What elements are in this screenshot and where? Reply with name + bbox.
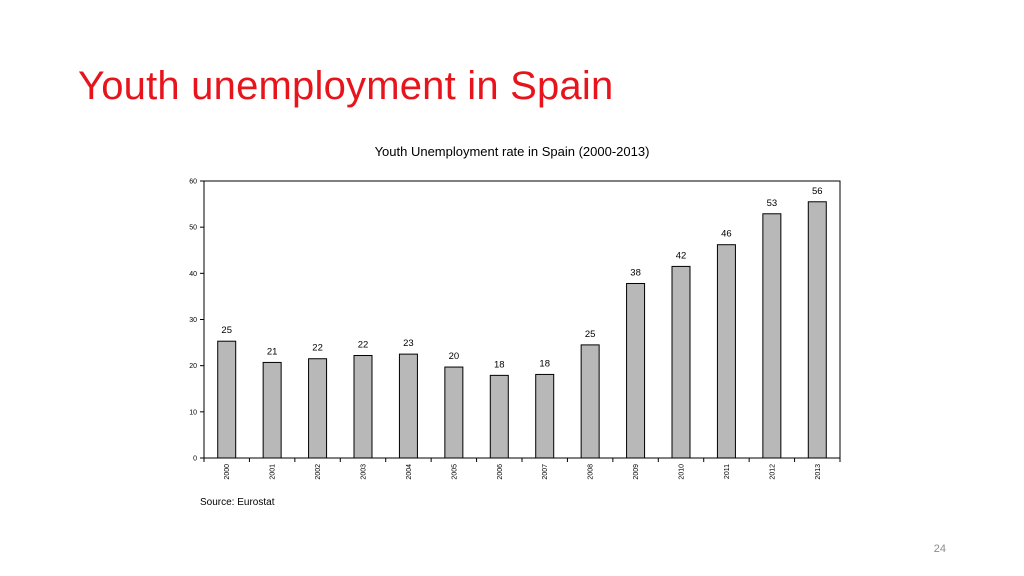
x-tick-label-2008: 2008 [588, 464, 595, 480]
y-tick-label: 30 [189, 317, 197, 324]
bar-2005 [444, 366, 464, 459]
bar-2010 [671, 265, 691, 459]
data-label-2011: 46 [721, 229, 732, 240]
y-tick-label: 40 [189, 271, 197, 278]
x-tick-label-2003: 2003 [361, 464, 368, 480]
data-label-2004: 23 [403, 338, 414, 349]
bar-2007 [535, 373, 555, 459]
data-label-2012: 53 [767, 198, 778, 209]
y-tick-label: 10 [189, 409, 197, 416]
chart-title: Youth Unemployment rate in Spain (2000-2… [374, 144, 650, 159]
x-tick-label-2012: 2012 [769, 464, 776, 480]
bar-2004 [398, 353, 418, 459]
data-label-2006: 18 [494, 359, 505, 370]
page-number: 24 [933, 543, 946, 555]
x-tick-label-2013: 2013 [815, 464, 822, 480]
data-label-2010: 42 [676, 250, 687, 261]
plot-area-frame [203, 180, 841, 459]
x-tick-label-2011: 2011 [724, 464, 731, 479]
x-tick-label-2006: 2006 [497, 464, 504, 480]
y-tick-label: 0 [193, 456, 197, 463]
x-tick-label-2001: 2001 [270, 464, 277, 480]
data-label-2009: 38 [630, 267, 641, 278]
data-label-2005: 20 [449, 351, 460, 362]
chart-source: Source: Eurostat [200, 497, 275, 508]
x-tick-label-2005: 2005 [451, 464, 458, 480]
bar-2011 [716, 244, 736, 459]
bar-2013 [807, 201, 827, 459]
data-label-2000: 25 [221, 325, 232, 336]
bar-2000 [217, 340, 237, 459]
data-label-2013: 56 [812, 186, 823, 197]
x-tick-label-2010: 2010 [679, 464, 686, 480]
bar-2001 [262, 361, 282, 459]
data-label-2007: 18 [539, 358, 550, 369]
x-tick-label-2002: 2002 [315, 464, 322, 480]
y-tick-label: 60 [189, 179, 197, 186]
data-label-2003: 22 [358, 340, 369, 351]
bar-2003 [353, 355, 373, 459]
bar-2009 [626, 282, 646, 459]
x-tick-label-2000: 2000 [224, 464, 231, 480]
y-tick-label: 20 [189, 363, 197, 370]
y-tick-label: 50 [189, 225, 197, 232]
x-tick-label-2009: 2009 [633, 464, 640, 480]
bar-2002 [308, 358, 328, 459]
x-tick-label-2007: 2007 [542, 464, 549, 480]
data-label-2001: 21 [267, 346, 278, 357]
bar-2008 [580, 344, 600, 459]
data-label-2002: 22 [312, 343, 323, 354]
slide-title: Youth unemployment in Spain [78, 64, 614, 108]
x-tick-label-2004: 2004 [406, 464, 413, 480]
data-label-2008: 25 [585, 329, 596, 340]
bar-2006 [489, 374, 509, 459]
bar-2012 [762, 213, 782, 459]
